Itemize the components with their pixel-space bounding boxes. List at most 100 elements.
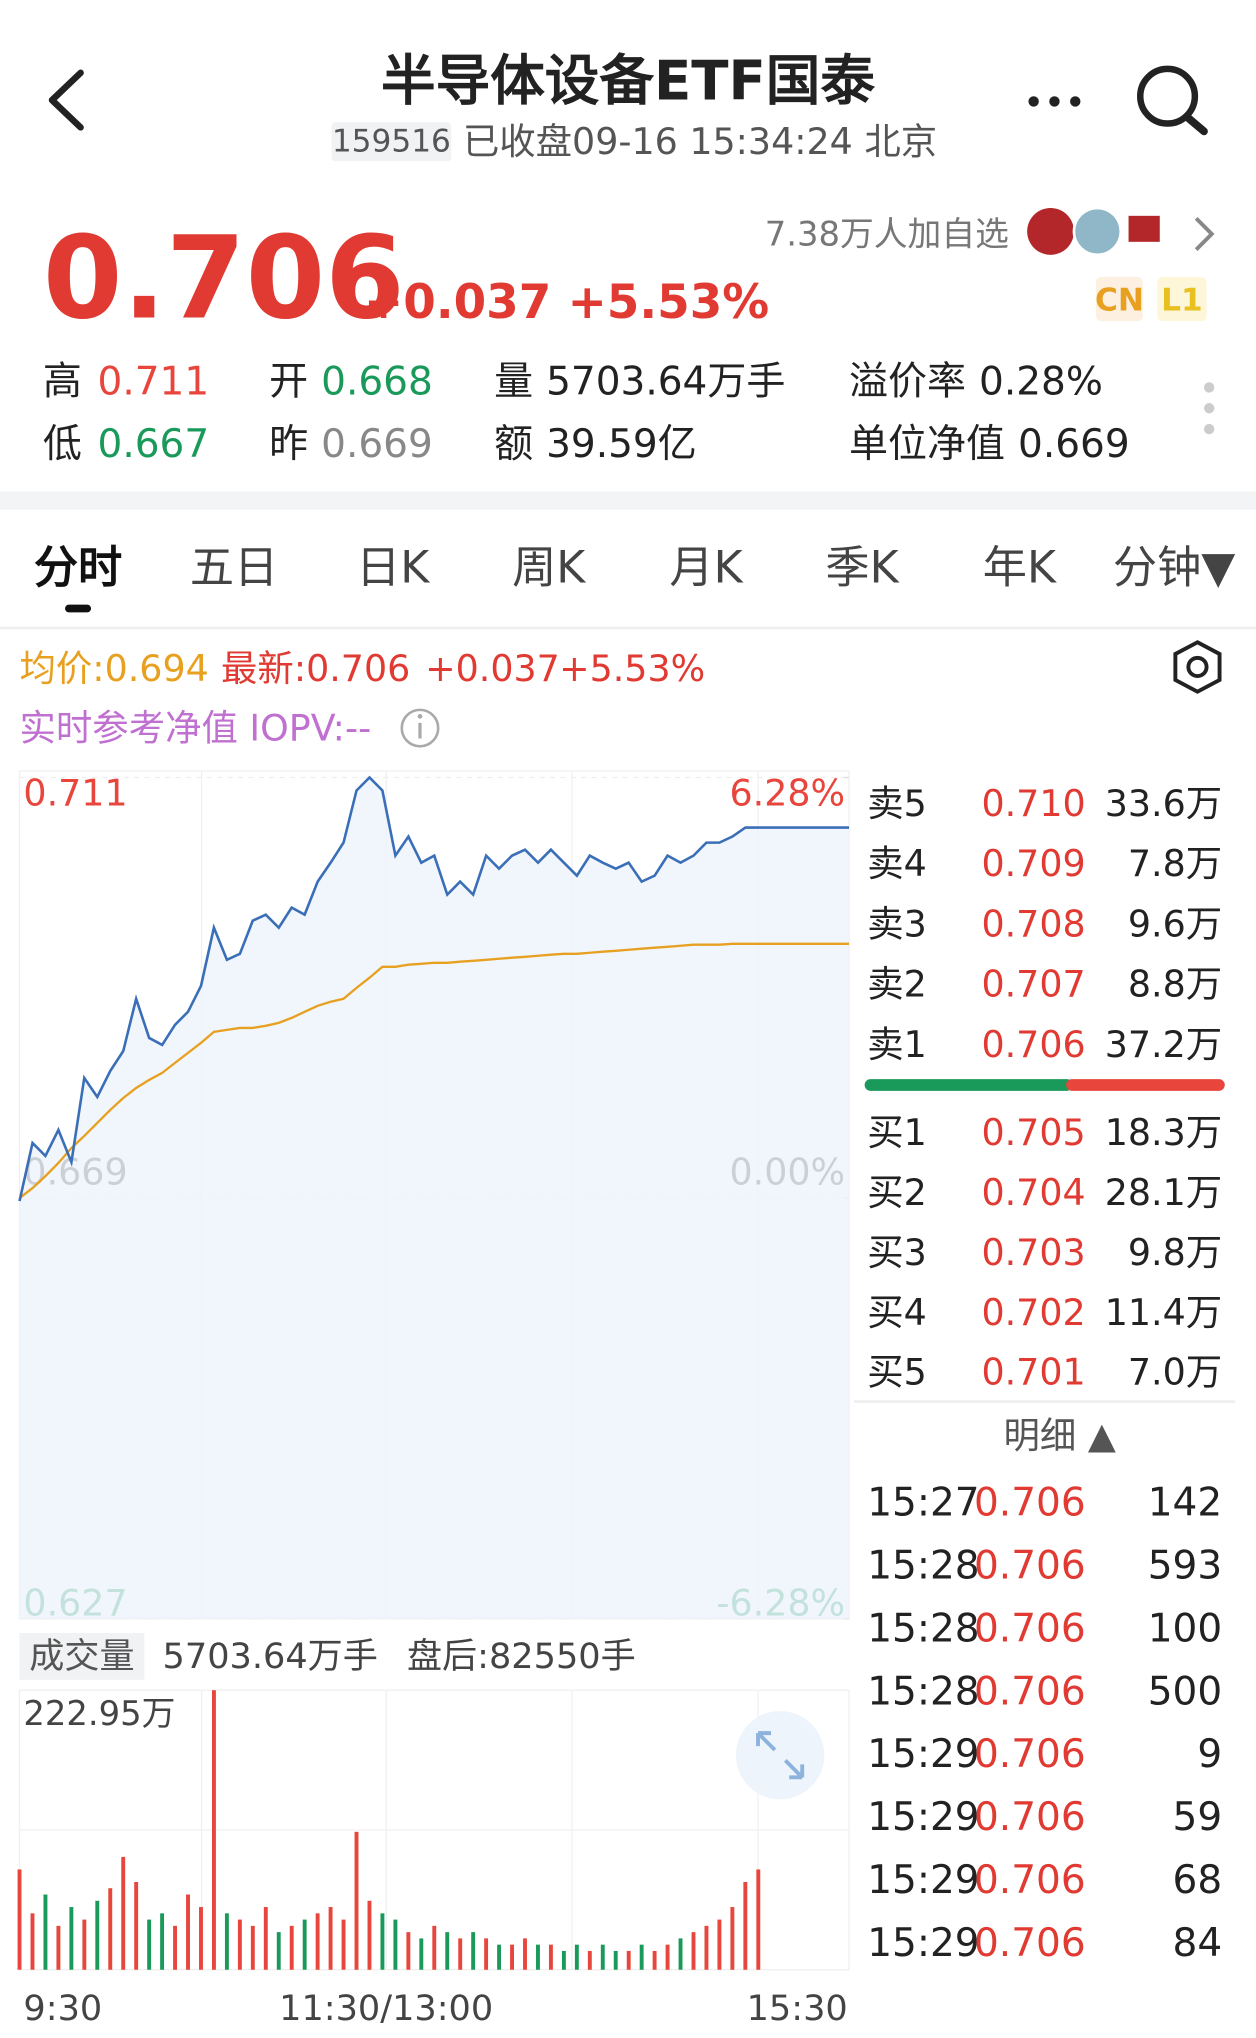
volume-bar (406, 1932, 411, 1970)
back-button[interactable] (48, 69, 84, 131)
volume-bar (380, 1913, 385, 1970)
tab[interactable]: 分钟▼ (1113, 543, 1235, 594)
x-tick-label: 15:30 (747, 1988, 848, 2029)
volume-bar (600, 1944, 605, 1970)
book-side: 卖1 (867, 1023, 927, 1066)
book-volume: 37.2万 (1105, 1023, 1222, 1066)
latest-price: 最新:0.706 (221, 647, 410, 690)
volume-bar (211, 1690, 216, 1970)
detail-title[interactable]: 明细 ▲ (1003, 1414, 1115, 1457)
more-button[interactable] (1028, 96, 1081, 107)
tab[interactable]: 季K (825, 543, 899, 594)
x-tick-label: 9:30 (23, 1988, 102, 2029)
search-button[interactable] (1137, 65, 1208, 136)
volume-bar (43, 1894, 48, 1970)
volume-bar (704, 1925, 709, 1970)
dot (1070, 96, 1081, 107)
trade-price: 0.706 (974, 1921, 1086, 1966)
book-volume: 7.0万 (1128, 1351, 1222, 1394)
trade-volume: 100 (1148, 1606, 1222, 1651)
trade-volume: 500 (1148, 1669, 1222, 1714)
book-price: 0.709 (981, 842, 1085, 885)
trade-time: 15:29 (867, 1732, 979, 1777)
volume-bar (743, 1881, 748, 1970)
volume-bar (458, 1938, 463, 1970)
volume-bar (613, 1950, 618, 1970)
volume-bar (574, 1944, 579, 1970)
intraday-chart: 0.7110.6690.6276.28%0.00%-6.28% (18, 770, 850, 1625)
watchers[interactable]: 7.38万人加自选 (765, 215, 1009, 254)
trade-volume: 593 (1148, 1543, 1222, 1588)
volume-bar (30, 1913, 35, 1970)
volume-bar (691, 1932, 696, 1970)
volume-bar (393, 1919, 398, 1970)
badge-bg (1096, 276, 1143, 322)
trade-price: 0.706 (974, 1480, 1086, 1525)
stat-value: 0.28% (979, 360, 1103, 405)
avatar (1027, 208, 1074, 255)
volume-bar (17, 1869, 22, 1970)
volume-bar (108, 1888, 113, 1970)
stat-label: 单位净值 (849, 422, 1005, 467)
trade-time: 15:29 (867, 1921, 979, 1966)
price-change: +0.037 +5.53% (364, 276, 769, 330)
volume-bar (82, 1919, 87, 1970)
x-tick-label: 11:30/13:00 (279, 1988, 493, 2029)
tab[interactable]: 周K (512, 543, 586, 594)
chevron[interactable] (1194, 217, 1215, 252)
volume-chart: 222.95万 9:30 11:30/13:00 15:30 (17, 1689, 850, 2029)
trade-volume: 84 (1173, 1921, 1223, 1966)
volume-bar (341, 1919, 346, 1970)
volume-bar (315, 1913, 320, 1970)
volume-bar (497, 1944, 502, 1970)
settings-button[interactable] (1173, 640, 1222, 694)
trade-time: 15:29 (867, 1795, 979, 1840)
book-volume: 9.8万 (1128, 1231, 1222, 1274)
gear (1173, 640, 1222, 694)
tab[interactable]: 五日 (190, 543, 278, 594)
tab[interactable]: 分时 (34, 543, 122, 594)
separator (0, 491, 1256, 510)
volume-bar (587, 1950, 592, 1970)
dot (1203, 403, 1215, 414)
tab[interactable]: 年K (983, 543, 1057, 594)
volume-bar (328, 1907, 333, 1970)
expand-bg (735, 1711, 825, 1800)
volume-bar (717, 1919, 722, 1970)
code-box (331, 122, 452, 162)
book-price: 0.707 (981, 963, 1085, 1006)
tab[interactable]: 日K (356, 543, 430, 594)
y2-tick-label: 6.28% (730, 772, 846, 815)
book-price: 0.706 (981, 1023, 1085, 1066)
latest-change: +0.037 (425, 647, 560, 690)
tab[interactable]: 月K (669, 543, 743, 594)
code: 159516 (332, 124, 451, 160)
stat-label: 高 (43, 360, 82, 405)
volume-bar (69, 1907, 74, 1970)
volume-bar (471, 1932, 476, 1970)
stat-label: 额 (494, 422, 533, 467)
stat-value: 0.668 (321, 360, 433, 405)
book-side: 卖4 (867, 842, 927, 885)
trade-price: 0.706 (974, 1795, 1086, 1840)
book-price: 0.703 (981, 1231, 1085, 1274)
stat-label: 低 (43, 422, 82, 467)
volume-bar (237, 1919, 242, 1970)
expand-button[interactable] (735, 1711, 825, 1800)
dot (1049, 96, 1060, 107)
title: 半导体设备ETF国泰 (381, 49, 875, 113)
badge-bg (1157, 276, 1207, 322)
volume-bar (199, 1907, 203, 1970)
volume-total: 5703.64万手 (163, 1636, 378, 1677)
volume-bar (160, 1913, 165, 1970)
volume-bar (173, 1925, 178, 1970)
latest-pct: +5.53% (559, 647, 705, 690)
stat-label: 开 (269, 360, 308, 405)
stat-label: 量 (494, 360, 533, 405)
stat-value: 0.669 (321, 422, 433, 467)
book-price: 0.702 (981, 1291, 1085, 1334)
info-icon[interactable] (400, 708, 440, 748)
stat-value: 0.667 (98, 422, 210, 467)
volume-bar (536, 1944, 540, 1970)
